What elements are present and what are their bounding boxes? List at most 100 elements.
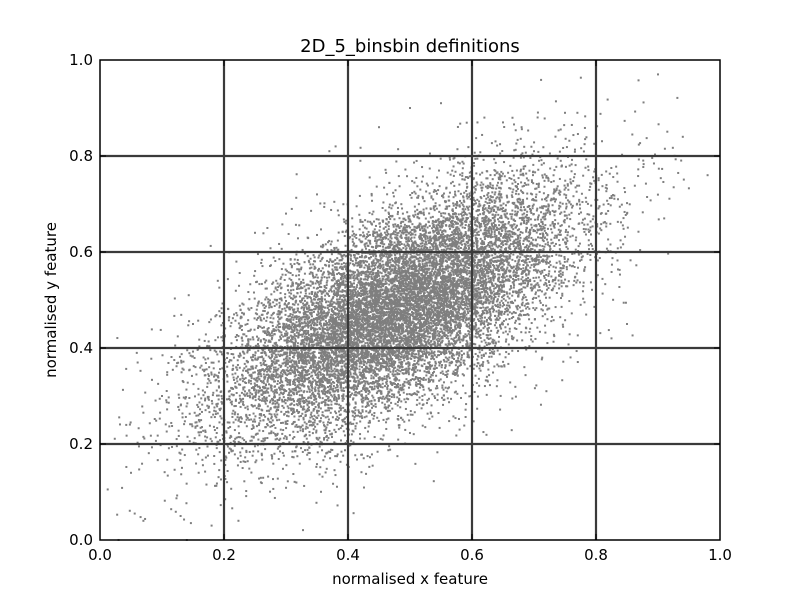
scatter-point (503, 311, 506, 314)
scatter-point (397, 356, 400, 359)
scatter-point (320, 357, 323, 360)
scatter-point (342, 454, 345, 457)
scatter-point (342, 296, 345, 299)
scatter-point (423, 200, 426, 203)
scatter-point (529, 210, 532, 213)
scatter-point (414, 462, 417, 465)
scatter-point (465, 297, 468, 300)
scatter-point (500, 207, 503, 210)
scatter-point (520, 290, 523, 293)
scatter-point (540, 229, 543, 232)
scatter-point (368, 263, 371, 266)
scatter-point (411, 352, 414, 355)
scatter-point (531, 244, 534, 247)
scatter-point (276, 419, 279, 422)
scatter-point (525, 299, 528, 302)
scatter-point (342, 325, 345, 328)
scatter-point (526, 306, 529, 309)
scatter-point (512, 302, 515, 305)
scatter-point (375, 242, 378, 245)
scatter-point (309, 394, 312, 397)
scatter-point (450, 381, 453, 384)
scatter-point (200, 397, 203, 400)
scatter-point (390, 331, 393, 334)
scatter-point (561, 202, 564, 205)
scatter-point (304, 312, 307, 315)
scatter-point (262, 414, 265, 417)
scatter-point (369, 271, 372, 274)
scatter-point (463, 352, 466, 355)
scatter-point (219, 504, 222, 507)
scatter-point (400, 416, 403, 419)
scatter-point (622, 227, 625, 230)
scatter-point (337, 286, 340, 289)
scatter-point (324, 320, 327, 323)
scatter-point (496, 305, 499, 308)
scatter-point (375, 364, 378, 367)
scatter-point (497, 227, 500, 230)
scatter-point (537, 184, 540, 187)
scatter-point (462, 239, 465, 242)
scatter-point (618, 268, 621, 271)
scatter-point (589, 220, 592, 223)
scatter-point (578, 242, 581, 245)
scatter-point (541, 221, 544, 224)
scatter-point (637, 230, 640, 233)
scatter-point (176, 335, 179, 338)
scatter-point (463, 285, 466, 288)
scatter-point (293, 258, 296, 261)
scatter-point (389, 236, 392, 239)
scatter-point (413, 230, 416, 233)
scatter-point (391, 365, 394, 368)
scatter-point (508, 236, 511, 239)
scatter-point (552, 333, 555, 336)
scatter-point (336, 453, 339, 456)
scatter-point (340, 278, 343, 281)
scatter-point (308, 430, 311, 433)
scatter-point (465, 260, 468, 263)
scatter-point (432, 265, 435, 268)
scatter-point (288, 383, 291, 386)
scatter-point (390, 360, 393, 363)
scatter-point (265, 396, 268, 399)
scatter-point (372, 210, 375, 213)
scatter-point (343, 434, 346, 437)
scatter-point (273, 362, 276, 365)
scatter-point (391, 393, 394, 396)
scatter-point (257, 405, 260, 408)
scatter-point (264, 360, 267, 363)
scatter-point (459, 361, 462, 364)
scatter-point (418, 355, 421, 358)
scatter-point (549, 211, 552, 214)
scatter-point (378, 229, 381, 232)
scatter-point (241, 343, 244, 346)
scatter-point (434, 362, 437, 365)
scatter-point (461, 301, 464, 304)
scatter-point (390, 362, 393, 365)
scatter-point (284, 353, 287, 356)
scatter-point (355, 311, 358, 314)
scatter-point (239, 397, 242, 400)
scatter-point (374, 236, 377, 239)
scatter-point (419, 269, 422, 272)
scatter-point (361, 381, 364, 384)
scatter-point (381, 275, 384, 278)
scatter-point (388, 283, 391, 286)
scatter-point (479, 196, 482, 199)
scatter-point (430, 357, 433, 360)
scatter-point (407, 367, 410, 370)
scatter-point (224, 458, 227, 461)
scatter-point (214, 315, 217, 318)
scatter-point (319, 298, 322, 301)
scatter-point (543, 245, 546, 248)
scatter-point (324, 327, 327, 330)
scatter-point (236, 413, 239, 416)
scatter-point (245, 490, 248, 493)
scatter-point (506, 212, 509, 215)
scatter-point (339, 384, 342, 387)
scatter-point (264, 369, 267, 372)
scatter-point (216, 427, 219, 430)
scatter-point (428, 212, 431, 215)
scatter-point (286, 306, 289, 309)
scatter-point (531, 242, 534, 245)
